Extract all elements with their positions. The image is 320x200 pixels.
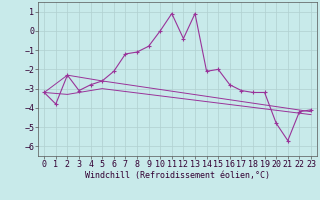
X-axis label: Windchill (Refroidissement éolien,°C): Windchill (Refroidissement éolien,°C)	[85, 171, 270, 180]
